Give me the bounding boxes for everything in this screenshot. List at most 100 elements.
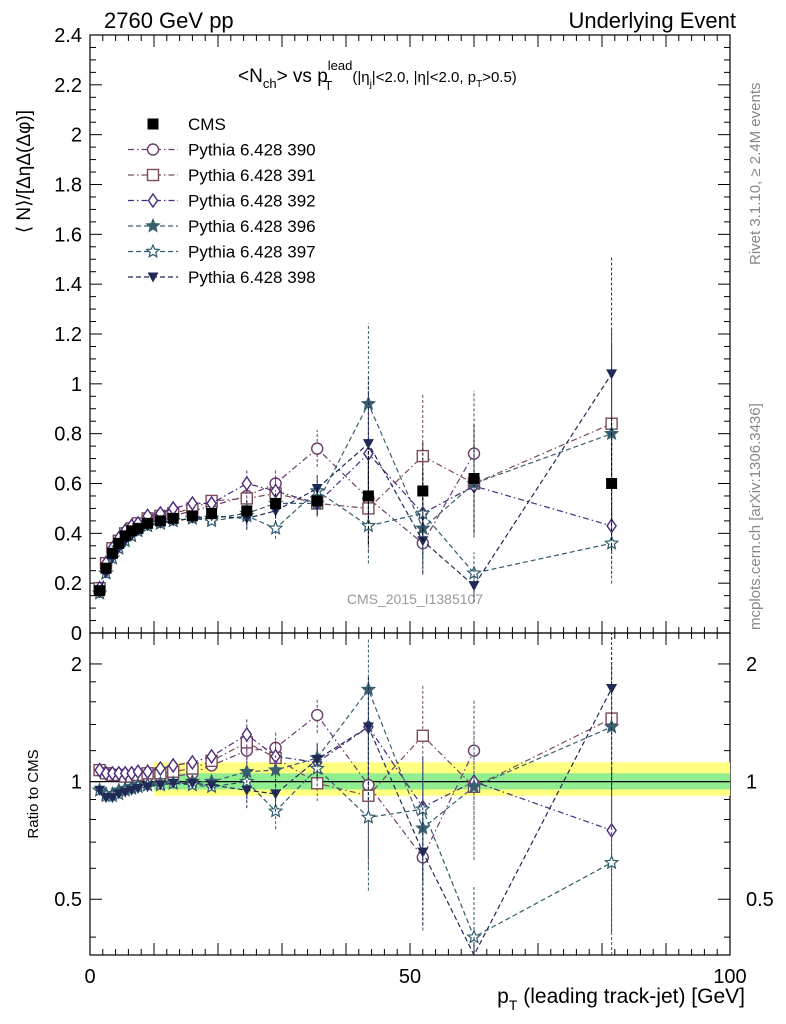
- y-tick-label: 1.8: [54, 175, 82, 197]
- header-right: Underlying Event: [568, 8, 736, 33]
- main-cms-data-point: [270, 497, 282, 509]
- x-tick-label: 100: [713, 966, 746, 988]
- ratio-data-point: [142, 782, 154, 793]
- mcplots-label: mcplots.cern.ch [arXiv:1306.3436]: [747, 403, 764, 630]
- ratio-series-2: [94, 675, 617, 932]
- legend-label: Pythia 6.428 391: [188, 166, 316, 185]
- ratio-y-tick-label-right: 1: [746, 772, 757, 794]
- x-axis-label: pT (leading track-jet) [GeV]: [497, 985, 745, 1013]
- legend-label: Pythia 6.428 398: [188, 268, 316, 287]
- ratio-series-line: [99, 688, 613, 957]
- legend-item: Pythia 6.428 390: [128, 141, 316, 160]
- legend-marker: [145, 217, 161, 233]
- main-cms-data-point: [206, 507, 218, 519]
- legend-label: Pythia 6.428 397: [188, 243, 316, 262]
- main-cms-data-point: [154, 515, 166, 527]
- ratio-ticks: 0.5 0.5 1 1 2 2 0 50 100: [54, 633, 774, 988]
- ratio-y-tick-label-right: 0.5: [746, 889, 774, 911]
- ratio-data-point: [603, 854, 620, 870]
- ratio-series: [91, 633, 620, 957]
- ratio-data-point: [126, 785, 138, 796]
- ratio-data-point: [154, 780, 166, 791]
- y-tick-label: 1.2: [54, 324, 82, 346]
- legend-label: Pythia 6.428 392: [188, 192, 316, 211]
- ratio-data-point: [206, 748, 217, 765]
- main-data-point: [468, 581, 480, 592]
- y-tick-label: 0.4: [54, 523, 82, 545]
- main-cms-data-point: [119, 530, 131, 542]
- ratio-series-5: [94, 633, 618, 957]
- ratio-data-point: [311, 754, 323, 765]
- ratio-data-point: [466, 929, 482, 944]
- y-tick-label: 0.2: [54, 573, 82, 595]
- x-tick-label: 50: [399, 966, 421, 988]
- ratio-data-point: [187, 754, 198, 771]
- ratio-data-point: [311, 708, 324, 722]
- ratio-data-point: [167, 757, 179, 774]
- watermark: CMS_2015_I1385107: [347, 591, 483, 607]
- ratio-data-point: [206, 780, 218, 791]
- legend-item: Pythia 6.428 392: [128, 192, 316, 211]
- main-series-line: [99, 402, 612, 594]
- ratio-data-point: [267, 762, 284, 777]
- y-tick-label: 0.8: [54, 424, 82, 446]
- main-cms-data-point: [167, 512, 179, 524]
- ratio-data-point: [360, 809, 377, 824]
- y-tick-label: 2.2: [54, 75, 82, 97]
- main-cms-series-0: [94, 416, 618, 597]
- legend-item: CMS: [147, 115, 226, 134]
- main-data-point: [417, 536, 429, 547]
- ratio-data-point: [466, 778, 482, 794]
- ratio-data-point: [119, 787, 131, 798]
- ratio-data-point: [606, 684, 618, 695]
- ratio-y-tick-label: 0.5: [54, 889, 82, 911]
- ratio-data-point: [467, 744, 481, 757]
- legend-marker: [147, 272, 159, 283]
- legend: CMS Pythia 6.428 390 Pythia 6.428 391 Pythi…: [128, 115, 316, 287]
- main-cms-data-point: [142, 517, 154, 529]
- ratio-data-point: [167, 778, 179, 789]
- plot-title: <Nch> vs plead T (|ηj|<2.0, |η|<2.0, pT>0.…: [238, 58, 517, 93]
- main-series-1: [93, 329, 618, 595]
- main-cms-data-point: [186, 510, 198, 522]
- ratio-data-point: [241, 726, 253, 743]
- ratio-ylabel: Ratio to CMS: [25, 749, 42, 838]
- y-tick-label: 0.6: [54, 474, 82, 496]
- ratio-y-tick-label: 2: [71, 654, 82, 676]
- y-tick-label: 2.4: [54, 25, 82, 47]
- legend-label: CMS: [188, 115, 226, 134]
- main-cms-data-point: [606, 478, 618, 489]
- ratio-data-point: [186, 778, 198, 789]
- y-tick-label: 1: [71, 374, 82, 396]
- y-tick-label: 2: [71, 125, 82, 147]
- ratio-data-point: [270, 789, 282, 800]
- main-cms-data-point: [126, 525, 138, 537]
- main-series-5: [94, 257, 618, 603]
- main-data-point: [241, 475, 253, 492]
- main-panel: 0 0.2 0.4 0.6 0.8 1 1.2 1.4 1.6 1.8 2 2.2 2.4 ⟨ N⟩/[…: [14, 25, 731, 645]
- main-ylabel: ⟨ N⟩/[ΔηΔ(Δφ)]: [14, 110, 35, 233]
- main-frame: [89, 34, 731, 634]
- main-cms-data-point: [241, 505, 253, 517]
- main-data-point: [603, 535, 620, 550]
- ratio-y-tick-label-right: 2: [746, 654, 757, 676]
- legend-marker: [146, 143, 160, 156]
- y-tick-label: 0: [71, 623, 82, 645]
- legend-marker: [147, 118, 159, 130]
- legend-item: Pythia 6.428 397: [128, 243, 316, 262]
- main-series: [91, 257, 620, 603]
- ratio-data-point: [94, 785, 106, 796]
- y-tick-label: 1.4: [54, 274, 82, 296]
- main-data-point: [187, 495, 198, 512]
- main-ticks: 0 0.2 0.4 0.6 0.8 1 1.2 1.4 1.6 1.8 2 2.2 2.4: [54, 25, 731, 645]
- main-cms-data-point: [94, 585, 106, 597]
- main-data-point: [311, 442, 324, 455]
- ratio-data-point: [155, 760, 166, 777]
- ratio-panel: 0.5 0.5 1 1 2 2 0 50 100 Ratio to CMS: [25, 632, 774, 988]
- ratio-data-point: [241, 785, 253, 796]
- ratio-data-point: [106, 793, 118, 804]
- main-cms-data-point: [417, 485, 429, 497]
- ratio-data-point: [113, 789, 125, 800]
- main-series-4: [91, 471, 620, 600]
- x-tick-label: 0: [84, 966, 95, 988]
